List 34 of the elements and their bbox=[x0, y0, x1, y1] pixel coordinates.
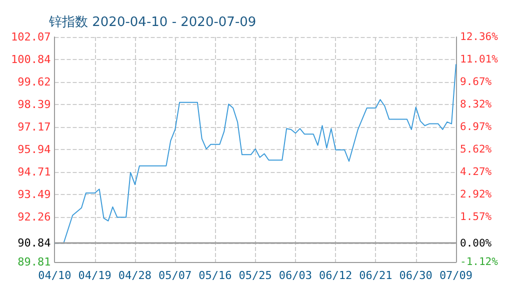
y2-tick-label: 12.36% bbox=[460, 31, 499, 43]
x-tick-label: 07/09 bbox=[439, 269, 473, 282]
y-tick-label: 100.84 bbox=[10, 53, 52, 66]
y-tick-label: 95.94 bbox=[18, 143, 52, 156]
y-tick-label: 98.39 bbox=[18, 98, 51, 112]
y-tick-label: 102.07 bbox=[10, 30, 51, 44]
x-tick-label: 06/12 bbox=[319, 269, 352, 282]
x-tick-label: 06/03 bbox=[278, 269, 312, 282]
x-tick-label: 04/28 bbox=[118, 269, 152, 282]
x-tick-label: 05/07 bbox=[158, 269, 192, 282]
chart-title: 锌指数 2020-04-10 - 2020-07-09 bbox=[48, 15, 256, 30]
y-tick-label: 94.71 bbox=[18, 166, 51, 179]
x-tick-label: 06/21 bbox=[359, 269, 392, 282]
y-tick-label: 92.26 bbox=[18, 210, 51, 224]
y2-tick-label: 6.97% bbox=[460, 120, 492, 133]
x-tick-label: 06/30 bbox=[399, 269, 432, 282]
y2-tick-label: 9.67% bbox=[460, 76, 492, 88]
x-tick-label: 04/19 bbox=[78, 269, 112, 282]
y2-tick-label: 0.00% bbox=[460, 237, 492, 250]
y-tick-label: 99.62 bbox=[18, 75, 51, 88]
y2-tick-label: 1.57% bbox=[460, 211, 492, 224]
x-tick-label: 05/25 bbox=[238, 269, 272, 282]
x-tick-label: 05/16 bbox=[198, 269, 232, 282]
y2-tick-label: -1.12% bbox=[460, 256, 499, 268]
x-tick-label: 04/10 bbox=[38, 269, 72, 282]
y2-tick-label: 8.32% bbox=[460, 98, 492, 110]
y-tick-label: 93.49 bbox=[18, 188, 51, 201]
y2-tick-label: 11.01% bbox=[460, 54, 499, 66]
y-tick-label: 90.84 bbox=[18, 236, 52, 250]
y-tick-label: 97.17 bbox=[18, 120, 51, 134]
y2-tick-label: 2.92% bbox=[460, 188, 492, 201]
y-tick-label: 89.81 bbox=[18, 256, 51, 268]
y2-tick-label: 5.62% bbox=[460, 144, 492, 156]
y2-tick-label: 4.27% bbox=[460, 166, 492, 178]
